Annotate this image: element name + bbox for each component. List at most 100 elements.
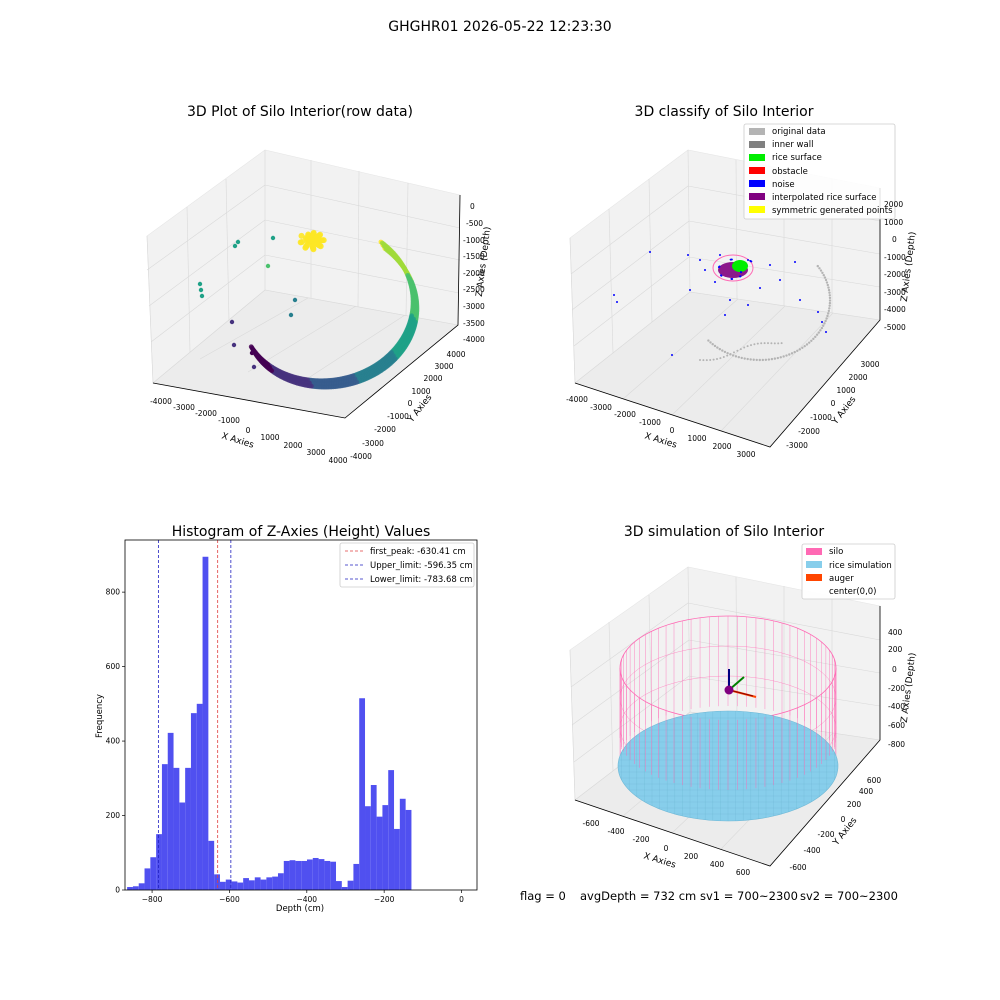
- panel2-ztick: 0: [892, 235, 897, 244]
- classified-noise-point: [689, 289, 691, 291]
- classified-noise-point: [769, 264, 771, 266]
- panel2-ztick: 2000: [884, 200, 903, 209]
- scatter-point: [197, 281, 203, 287]
- histogram-bar: [318, 859, 325, 890]
- classified-point: [716, 357, 718, 360]
- classified-point: [828, 294, 831, 297]
- panel2-xtick: 2000: [712, 442, 731, 451]
- panel1-ztick: 0: [470, 202, 475, 211]
- classified-point: [818, 267, 821, 270]
- classified-point: [749, 358, 752, 361]
- classified-point: [767, 342, 769, 345]
- histogram-bar: [127, 887, 133, 890]
- panel1-ytick: -3000: [362, 439, 384, 448]
- histogram-bar: [144, 868, 151, 890]
- classified-point: [817, 331, 820, 334]
- panel2-ytick: -2000: [798, 427, 820, 436]
- histogram-bar: [150, 857, 157, 890]
- histogram-bar: [214, 874, 220, 890]
- panel2-xtick: -3000: [590, 403, 612, 412]
- legend-swatch-noise: [749, 180, 765, 187]
- panel1-ztick: -2500: [463, 285, 485, 294]
- scatter-point: [309, 243, 316, 250]
- classified-noise-point: [687, 254, 689, 256]
- sv1-text: sv1 = 700~2300: [700, 889, 798, 903]
- panel2-xtick: -2000: [614, 410, 636, 419]
- legend-label-silo: silo: [829, 547, 843, 557]
- legend-label-original-data: original data: [772, 127, 826, 137]
- classified-point: [810, 339, 813, 343]
- panel1-ytick: -4000: [350, 452, 372, 461]
- histogram-xtick-label: −800: [142, 895, 163, 904]
- histogram-bar: [272, 876, 278, 890]
- classified-point: [793, 350, 796, 354]
- histogram-ytick-label: 600: [106, 662, 121, 671]
- classified-point: [773, 357, 777, 360]
- classified-point: [764, 358, 768, 361]
- panel1-ytick: 3000: [434, 362, 453, 371]
- panel2-xtick: -1000: [639, 418, 661, 427]
- histogram-bar: [138, 883, 145, 890]
- histogram-bar: [161, 764, 168, 890]
- panel4-ztick: 0: [892, 665, 897, 674]
- classified-point: [815, 333, 819, 336]
- panel4-ztick: -200: [888, 684, 905, 693]
- panel4-ztick: -400: [888, 702, 905, 711]
- panel4-ytick: 400: [859, 787, 874, 796]
- classified-point: [709, 358, 712, 361]
- classified-point: [740, 356, 743, 360]
- histogram-bar: [405, 809, 412, 890]
- classified-point: [722, 355, 725, 358]
- histogram-xtick-label: −200: [374, 895, 395, 904]
- histogram-bar: [185, 767, 191, 890]
- panel4-xtick: 200: [684, 852, 699, 861]
- classified-point: [779, 356, 782, 359]
- legend-label-noise: noise: [772, 180, 795, 190]
- histogram-xtick-label: −400: [296, 895, 317, 904]
- classified-noise-point: [747, 304, 749, 306]
- classified-point: [827, 288, 831, 292]
- legend-swatch-interpolated: [749, 193, 765, 200]
- histogram-bar: [190, 713, 197, 890]
- scatter-point: [298, 232, 305, 239]
- panel2-grid: [569, 149, 881, 432]
- histogram-bar: [266, 877, 273, 890]
- classified-point: [721, 349, 724, 352]
- classified-noise-point: [740, 271, 742, 274]
- footer-stats: flag = 0 avgDepth = 732 cm sv1 = 700~230…: [520, 889, 898, 903]
- legend-label-rice-simulation: rice simulation: [829, 561, 892, 571]
- classified-point: [711, 343, 714, 346]
- histogram-bar: [225, 879, 232, 890]
- classified-point: [705, 359, 708, 362]
- classified-point: [718, 347, 721, 351]
- classified-noise-point: [719, 254, 721, 256]
- panel1-xtick: 3000: [306, 448, 325, 457]
- panel2-ztick: -3000: [884, 288, 906, 297]
- classified-point: [716, 346, 719, 349]
- center-marker: [724, 685, 734, 695]
- flag-text: flag = 0: [520, 889, 566, 903]
- classified-point: [828, 304, 831, 307]
- histogram-bar: [324, 860, 331, 890]
- classified-point: [801, 346, 804, 349]
- scatter-point: [265, 263, 271, 269]
- histogram-bar: [365, 806, 371, 890]
- legend-label-rice-surface: rice surface: [772, 153, 822, 163]
- classified-point: [822, 274, 825, 277]
- scatter-point: [251, 364, 257, 370]
- classified-point: [782, 355, 785, 358]
- classified-point: [726, 351, 729, 355]
- classified-noise-point: [718, 265, 721, 268]
- panel4-x-ticks: -600 -400 -200 0 200 400 600: [582, 819, 750, 877]
- classified-point: [808, 341, 811, 344]
- histogram-bar: [336, 881, 342, 890]
- classified-point: [737, 355, 741, 359]
- histogram-bar: [202, 556, 209, 890]
- classified-point: [755, 358, 758, 362]
- figure-suptitle: GHGHR01 2026-05-22 12:23:30: [388, 19, 611, 35]
- panel1-scatter: [197, 229, 420, 390]
- panel4-ztick: -600: [888, 721, 905, 730]
- panel2-x-ticks: -4000 -3000 -2000 -1000 0 1000 2000 3000: [566, 395, 756, 459]
- panel2-y-ticks: -3000 -2000 -1000 0 1000 2000 3000: [786, 360, 880, 450]
- panel2-xtick: 1000: [687, 434, 706, 443]
